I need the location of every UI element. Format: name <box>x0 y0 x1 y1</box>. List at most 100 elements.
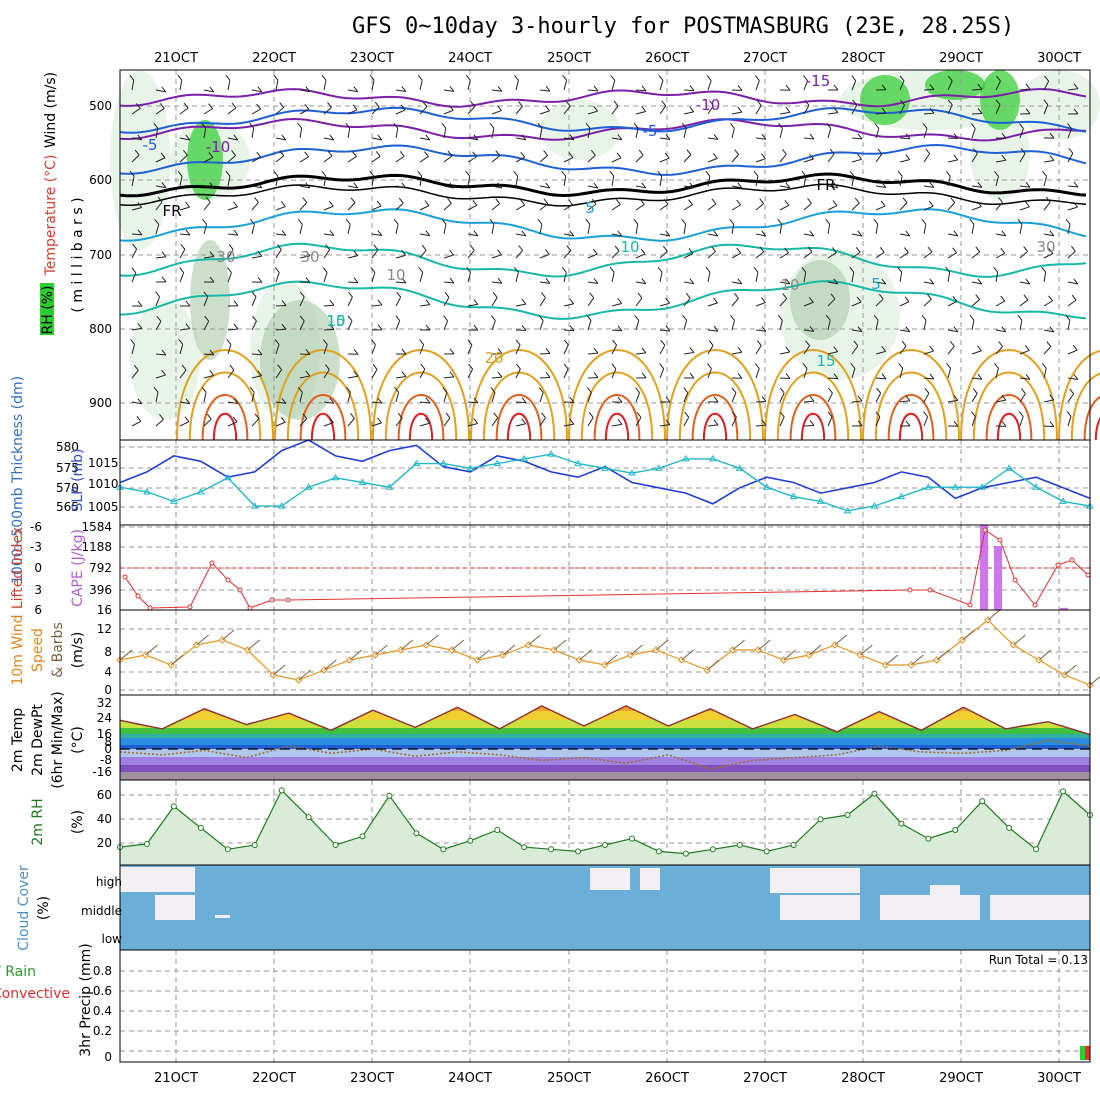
wind-barb <box>299 320 305 331</box>
wind-barb-flag <box>1049 155 1055 161</box>
temp-tick: -16 <box>92 765 112 779</box>
wind-barb <box>563 423 574 427</box>
wind-barb <box>131 107 141 115</box>
thickness-point <box>628 469 636 476</box>
wind-barb-flag <box>777 218 783 225</box>
surface-wind-barb <box>732 639 745 651</box>
wind-barb-flag <box>952 247 957 254</box>
wind-barb-flag <box>809 153 814 160</box>
wind-barb <box>635 297 643 307</box>
wind-barb <box>491 110 502 115</box>
wind-barb <box>275 249 282 259</box>
wind-barb-flag <box>969 218 975 225</box>
wind-barb-flag <box>497 105 502 111</box>
wind-barb-flag <box>665 134 671 140</box>
wind-barb <box>587 281 598 284</box>
wind-barb-flag <box>1025 108 1031 115</box>
wind-barb <box>275 344 280 355</box>
temp-line <box>119 705 1091 736</box>
lifted-index-point <box>907 587 913 593</box>
surface-wind-barb <box>247 639 260 651</box>
wind-barb-flag <box>257 370 263 376</box>
wind-barb-flag <box>633 218 639 225</box>
wind-barb <box>275 137 286 141</box>
wind-barb-flag <box>855 246 861 253</box>
wind-barb-flag <box>352 151 357 157</box>
surface-wind-barb <box>757 639 771 651</box>
thickness-tick: 570 <box>56 481 79 495</box>
wind-barb <box>491 203 500 211</box>
wind-barb-flag <box>779 387 785 394</box>
wind-barb-flag <box>1025 201 1030 208</box>
wind-barb <box>491 89 502 92</box>
wind-barb-flag <box>231 102 237 109</box>
wind-barb <box>923 393 930 403</box>
wind-barb-flag <box>467 339 473 346</box>
wind-barb-flag <box>729 218 735 225</box>
date-label-top: 24OCT <box>448 51 492 66</box>
wind-barb <box>827 153 835 163</box>
wind-barb-flag <box>372 364 378 370</box>
precip-label-convective: Convective <box>0 986 70 1002</box>
wind-barb <box>203 157 214 163</box>
cape-bar <box>994 546 1002 610</box>
wind-barb <box>371 233 382 237</box>
lifted-index-point <box>967 602 973 608</box>
wind-barb <box>443 320 449 331</box>
wind-barb-flag <box>593 347 599 354</box>
pressure-axis-label: ( m i l l i b a r s ) <box>70 197 86 312</box>
wind-barb <box>419 369 426 379</box>
wind-barb <box>923 350 934 355</box>
wind-barb <box>467 368 474 379</box>
wind-barb <box>131 272 137 283</box>
wind-barb <box>995 368 999 379</box>
wind-barb <box>347 296 353 307</box>
isotherm-arch <box>274 349 372 441</box>
wind-tick: 0 <box>104 683 112 697</box>
wind-barb-flag <box>228 244 234 250</box>
wind-barb-flag <box>881 107 887 114</box>
wind-barb-flag <box>881 84 887 91</box>
wind-barb-flag <box>305 277 311 283</box>
wind-barb <box>251 392 255 403</box>
wind-barb <box>347 255 358 259</box>
wind-barb <box>947 202 956 211</box>
wind-barb-flag <box>543 198 549 205</box>
rh-shading-high <box>860 75 910 125</box>
wind-barb-flag <box>878 293 884 300</box>
wind-barb <box>1043 329 1054 333</box>
surface-wind-barb <box>910 654 924 666</box>
wind-barb <box>683 111 694 115</box>
wind-barb-flag <box>945 170 951 177</box>
wind-barb <box>947 300 958 307</box>
wind-barb-flag <box>857 230 863 237</box>
isotherm-arch <box>506 412 532 441</box>
wind-barb <box>947 368 952 379</box>
wind-barb-flag <box>1073 374 1079 380</box>
wind-barb <box>899 301 910 307</box>
wind-barb-flag <box>545 348 551 354</box>
wind-barb <box>515 233 526 237</box>
wind-barb-flag <box>779 411 785 418</box>
wind-barb <box>515 204 525 211</box>
wind-barb <box>971 112 983 115</box>
wind-barb <box>515 176 519 187</box>
li-tick: -6 <box>30 520 42 534</box>
wind-barb-flag <box>562 75 568 81</box>
wind-barb-flag <box>495 198 501 204</box>
wind-barb-flag <box>206 413 212 420</box>
wind-barb <box>467 422 478 427</box>
wind-barb-flag <box>1066 411 1072 417</box>
wind-barb-flag <box>209 349 215 356</box>
wind-barb <box>443 281 454 284</box>
wind-barb-flag <box>273 170 279 177</box>
wind-barb <box>683 154 692 163</box>
wind-barb-flag <box>137 202 143 208</box>
wind-barb-flag <box>425 397 431 404</box>
wind-barb-flag <box>1073 108 1079 115</box>
rh-point <box>197 824 204 831</box>
wind-barb-flag <box>1018 411 1024 417</box>
contour-label: 5 <box>585 199 595 217</box>
wind-barb-flag <box>424 151 429 157</box>
wind-barb <box>155 201 163 211</box>
